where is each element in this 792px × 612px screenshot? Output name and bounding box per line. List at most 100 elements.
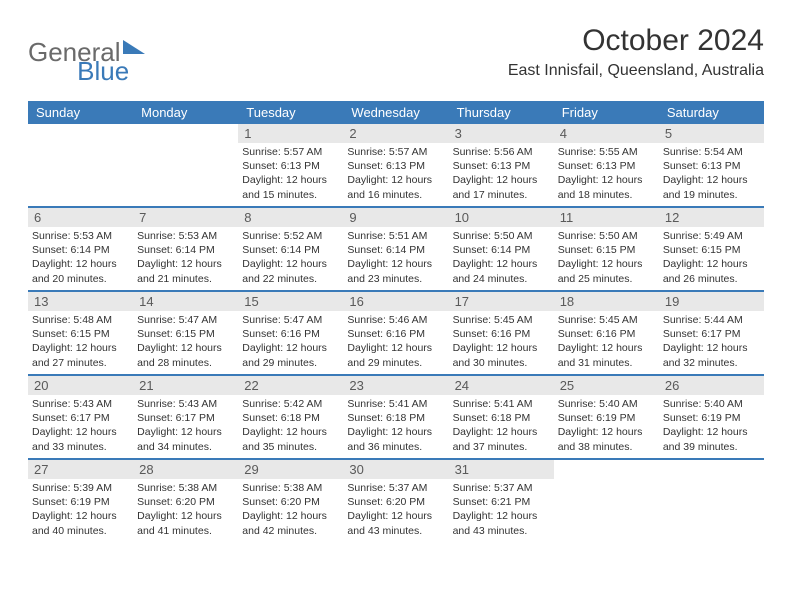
calendar-cell: . <box>659 460 764 542</box>
day-header-saturday: Saturday <box>659 101 764 124</box>
sunset-text: Sunset: 6:19 PM <box>32 495 129 509</box>
day-details: Sunrise: 5:57 AMSunset: 6:13 PMDaylight:… <box>343 143 448 206</box>
day-details: Sunrise: 5:42 AMSunset: 6:18 PMDaylight:… <box>238 395 343 458</box>
calendar-cell: 13Sunrise: 5:48 AMSunset: 6:15 PMDayligh… <box>28 292 133 374</box>
sunrise-text: Sunrise: 5:50 AM <box>453 229 550 243</box>
calendar-cell: 25Sunrise: 5:40 AMSunset: 6:19 PMDayligh… <box>554 376 659 458</box>
sunrise-text: Sunrise: 5:39 AM <box>32 481 129 495</box>
day-details: Sunrise: 5:46 AMSunset: 6:16 PMDaylight:… <box>343 311 448 374</box>
day-number: 15 <box>238 292 343 311</box>
sunset-text: Sunset: 6:15 PM <box>663 243 760 257</box>
sunrise-text: Sunrise: 5:41 AM <box>347 397 444 411</box>
daylight-text: Daylight: 12 hours and 24 minutes. <box>453 257 550 285</box>
sunrise-text: Sunrise: 5:51 AM <box>347 229 444 243</box>
daylight-text: Daylight: 12 hours and 29 minutes. <box>347 341 444 369</box>
daylight-text: Daylight: 12 hours and 34 minutes. <box>137 425 234 453</box>
sunset-text: Sunset: 6:18 PM <box>453 411 550 425</box>
calendar-cell: 21Sunrise: 5:43 AMSunset: 6:17 PMDayligh… <box>133 376 238 458</box>
day-details: Sunrise: 5:45 AMSunset: 6:16 PMDaylight:… <box>449 311 554 374</box>
sunrise-text: Sunrise: 5:57 AM <box>347 145 444 159</box>
day-number: 30 <box>343 460 448 479</box>
day-number: 26 <box>659 376 764 395</box>
calendar-cell: 24Sunrise: 5:41 AMSunset: 6:18 PMDayligh… <box>449 376 554 458</box>
day-number: 11 <box>554 208 659 227</box>
day-header-wednesday: Wednesday <box>343 101 448 124</box>
sunrise-text: Sunrise: 5:53 AM <box>137 229 234 243</box>
sunset-text: Sunset: 6:13 PM <box>242 159 339 173</box>
day-number: 20 <box>28 376 133 395</box>
calendar-cell: 27Sunrise: 5:39 AMSunset: 6:19 PMDayligh… <box>28 460 133 542</box>
day-number: 3 <box>449 124 554 143</box>
daylight-text: Daylight: 12 hours and 40 minutes. <box>32 509 129 537</box>
daylight-text: Daylight: 12 hours and 38 minutes. <box>558 425 655 453</box>
day-details: Sunrise: 5:44 AMSunset: 6:17 PMDaylight:… <box>659 311 764 374</box>
day-details: Sunrise: 5:49 AMSunset: 6:15 PMDaylight:… <box>659 227 764 290</box>
day-number: 29 <box>238 460 343 479</box>
week-row: 20Sunrise: 5:43 AMSunset: 6:17 PMDayligh… <box>28 374 764 458</box>
calendar-cell: 17Sunrise: 5:45 AMSunset: 6:16 PMDayligh… <box>449 292 554 374</box>
daylight-text: Daylight: 12 hours and 29 minutes. <box>242 341 339 369</box>
day-details: Sunrise: 5:47 AMSunset: 6:15 PMDaylight:… <box>133 311 238 374</box>
sunrise-text: Sunrise: 5:49 AM <box>663 229 760 243</box>
calendar: Sunday Monday Tuesday Wednesday Thursday… <box>28 101 764 542</box>
day-details: Sunrise: 5:50 AMSunset: 6:14 PMDaylight:… <box>449 227 554 290</box>
day-details: Sunrise: 5:53 AMSunset: 6:14 PMDaylight:… <box>133 227 238 290</box>
calendar-cell: 7Sunrise: 5:53 AMSunset: 6:14 PMDaylight… <box>133 208 238 290</box>
calendar-cell: 3Sunrise: 5:56 AMSunset: 6:13 PMDaylight… <box>449 124 554 206</box>
daylight-text: Daylight: 12 hours and 33 minutes. <box>32 425 129 453</box>
day-details: Sunrise: 5:47 AMSunset: 6:16 PMDaylight:… <box>238 311 343 374</box>
sunrise-text: Sunrise: 5:47 AM <box>242 313 339 327</box>
sunset-text: Sunset: 6:17 PM <box>32 411 129 425</box>
day-number: 31 <box>449 460 554 479</box>
day-number: 7 <box>133 208 238 227</box>
sunrise-text: Sunrise: 5:53 AM <box>32 229 129 243</box>
day-number: 2 <box>343 124 448 143</box>
sunset-text: Sunset: 6:16 PM <box>453 327 550 341</box>
sunrise-text: Sunrise: 5:47 AM <box>137 313 234 327</box>
sunset-text: Sunset: 6:15 PM <box>558 243 655 257</box>
sunset-text: Sunset: 6:13 PM <box>558 159 655 173</box>
day-number: 4 <box>554 124 659 143</box>
calendar-cell: 14Sunrise: 5:47 AMSunset: 6:15 PMDayligh… <box>133 292 238 374</box>
sunrise-text: Sunrise: 5:41 AM <box>453 397 550 411</box>
calendar-cell: 16Sunrise: 5:46 AMSunset: 6:16 PMDayligh… <box>343 292 448 374</box>
sunset-text: Sunset: 6:15 PM <box>137 327 234 341</box>
day-details: Sunrise: 5:39 AMSunset: 6:19 PMDaylight:… <box>28 479 133 542</box>
daylight-text: Daylight: 12 hours and 30 minutes. <box>453 341 550 369</box>
daylight-text: Daylight: 12 hours and 22 minutes. <box>242 257 339 285</box>
sunset-text: Sunset: 6:16 PM <box>242 327 339 341</box>
day-number: 25 <box>554 376 659 395</box>
month-title: October 2024 <box>508 24 764 58</box>
day-details: Sunrise: 5:37 AMSunset: 6:21 PMDaylight:… <box>449 479 554 542</box>
day-number: 16 <box>343 292 448 311</box>
daylight-text: Daylight: 12 hours and 31 minutes. <box>558 341 655 369</box>
location-text: East Innisfail, Queensland, Australia <box>508 62 764 80</box>
sunset-text: Sunset: 6:14 PM <box>242 243 339 257</box>
day-number: 22 <box>238 376 343 395</box>
calendar-cell: 9Sunrise: 5:51 AMSunset: 6:14 PMDaylight… <box>343 208 448 290</box>
daylight-text: Daylight: 12 hours and 36 minutes. <box>347 425 444 453</box>
sunrise-text: Sunrise: 5:37 AM <box>347 481 444 495</box>
calendar-cell: 2Sunrise: 5:57 AMSunset: 6:13 PMDaylight… <box>343 124 448 206</box>
sunrise-text: Sunrise: 5:40 AM <box>663 397 760 411</box>
sunrise-text: Sunrise: 5:54 AM <box>663 145 760 159</box>
calendar-cell: 31Sunrise: 5:37 AMSunset: 6:21 PMDayligh… <box>449 460 554 542</box>
week-row: 27Sunrise: 5:39 AMSunset: 6:19 PMDayligh… <box>28 458 764 542</box>
day-details: Sunrise: 5:53 AMSunset: 6:14 PMDaylight:… <box>28 227 133 290</box>
calendar-cell: 26Sunrise: 5:40 AMSunset: 6:19 PMDayligh… <box>659 376 764 458</box>
day-details: Sunrise: 5:37 AMSunset: 6:20 PMDaylight:… <box>343 479 448 542</box>
sunrise-text: Sunrise: 5:46 AM <box>347 313 444 327</box>
day-details: Sunrise: 5:48 AMSunset: 6:15 PMDaylight:… <box>28 311 133 374</box>
sunrise-text: Sunrise: 5:40 AM <box>558 397 655 411</box>
day-number: 28 <box>133 460 238 479</box>
week-row: 13Sunrise: 5:48 AMSunset: 6:15 PMDayligh… <box>28 290 764 374</box>
calendar-cell: 8Sunrise: 5:52 AMSunset: 6:14 PMDaylight… <box>238 208 343 290</box>
day-details: Sunrise: 5:52 AMSunset: 6:14 PMDaylight:… <box>238 227 343 290</box>
day-details: Sunrise: 5:45 AMSunset: 6:16 PMDaylight:… <box>554 311 659 374</box>
sunset-text: Sunset: 6:14 PM <box>32 243 129 257</box>
sunset-text: Sunset: 6:17 PM <box>663 327 760 341</box>
calendar-cell: 28Sunrise: 5:38 AMSunset: 6:20 PMDayligh… <box>133 460 238 542</box>
day-number: 23 <box>343 376 448 395</box>
daylight-text: Daylight: 12 hours and 21 minutes. <box>137 257 234 285</box>
sunrise-text: Sunrise: 5:48 AM <box>32 313 129 327</box>
